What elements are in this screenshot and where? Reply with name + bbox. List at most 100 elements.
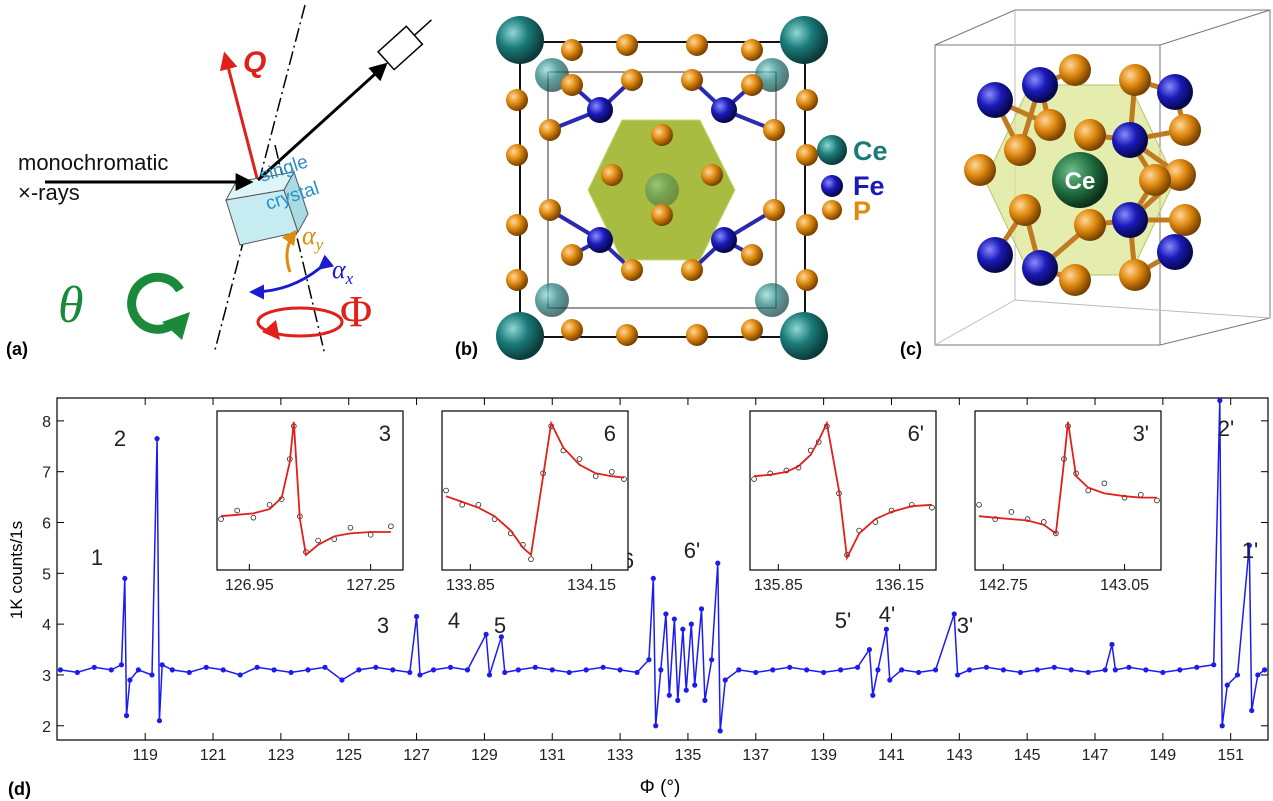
legend-label: P: [853, 196, 871, 226]
data-point: [1225, 683, 1230, 688]
fe-atom: [1157, 234, 1193, 270]
data-point: [533, 665, 538, 670]
center-label: Ce: [1065, 168, 1096, 195]
inset-x-tick-label: 133.85: [446, 577, 495, 594]
ce-atom: [535, 283, 569, 317]
ce-atom: [645, 173, 679, 207]
data-point: [339, 677, 344, 682]
data-point: [651, 576, 656, 581]
p-atom: [1034, 109, 1066, 141]
data-point: [238, 672, 243, 677]
p-atom: [686, 324, 708, 346]
data-point: [127, 677, 132, 682]
y-tick-label: 4: [42, 617, 51, 634]
data-point: [692, 683, 697, 688]
inset-x-tick-label: 134.15: [567, 577, 616, 594]
data-point: [1069, 667, 1074, 672]
p-atom: [561, 39, 583, 61]
p-atom: [1009, 194, 1041, 226]
x-tick-label: 131: [539, 747, 566, 764]
page: { "panel_a": {"label": "(a)", "q": "Q", …: [0, 0, 1273, 801]
inset-frame: [217, 411, 403, 570]
alpha-x-label: αx: [332, 255, 354, 288]
peak-label: 3': [957, 613, 973, 638]
data-point: [709, 657, 714, 662]
data-point: [448, 665, 453, 670]
inset-label: 3': [1133, 421, 1149, 446]
p-atom: [1059, 54, 1091, 86]
data-point: [601, 665, 606, 670]
x-tick-label: 147: [1082, 747, 1109, 764]
ce-atom: [496, 16, 544, 64]
data-point: [680, 627, 685, 632]
data-point: [1126, 665, 1131, 670]
alpha-y-label: αy: [302, 221, 324, 254]
data-point: [838, 667, 843, 672]
p-atom: [506, 89, 528, 111]
data-point: [1211, 662, 1216, 667]
data-point: [675, 698, 680, 703]
data-point: [92, 665, 97, 670]
data-point: [689, 622, 694, 627]
panel-a: Q monochromatic ×-rays single crystal αy…: [6, 5, 439, 359]
x-tick-label: 135: [675, 747, 702, 764]
p-atom: [651, 124, 673, 146]
data-point: [221, 667, 226, 672]
p-atom: [1074, 209, 1106, 241]
data-point: [634, 670, 639, 675]
data-point: [870, 693, 875, 698]
x-axis-label: Φ (°): [640, 777, 681, 798]
beam-label: monochromatic: [18, 150, 168, 175]
data-point: [955, 672, 960, 677]
data-point: [1109, 642, 1114, 647]
data-point: [804, 667, 809, 672]
data-point: [414, 614, 419, 619]
peak-label: 6': [684, 538, 700, 563]
data-point: [75, 670, 80, 675]
data-point: [122, 576, 127, 581]
p-atom: [796, 269, 818, 291]
data-point: [867, 647, 872, 652]
cell-edge: [1015, 300, 1270, 318]
y-tick-label: 8: [42, 414, 51, 431]
inset-x-tick-label: 126.95: [225, 577, 274, 594]
p-atom: [1169, 114, 1201, 146]
p-atom: [561, 319, 583, 341]
x-tick-label: 125: [335, 747, 362, 764]
data-point: [1217, 398, 1222, 403]
inset-x-tick-label: 135.85: [754, 577, 803, 594]
y-axis-label: 1K counts/1s: [7, 521, 26, 619]
p-atom: [621, 259, 643, 281]
p-atom: [686, 34, 708, 56]
data-point: [170, 667, 175, 672]
data-point: [653, 723, 658, 728]
inset-x-tick-label: 142.75: [979, 577, 1028, 594]
fe-atom: [711, 97, 737, 123]
data-point: [667, 693, 672, 698]
peak-label: 5: [494, 613, 506, 638]
p-atom: [741, 319, 763, 341]
x-tick-label: 139: [810, 747, 837, 764]
p-atom: [616, 324, 638, 346]
data-point: [723, 677, 728, 682]
inset-x-tick-label: 127.25: [346, 577, 395, 594]
fe-atom: [711, 227, 737, 253]
fe-atom: [1022, 67, 1058, 103]
legend-swatch: [821, 175, 843, 197]
ce-atom: [496, 312, 544, 360]
p-atom: [1119, 64, 1151, 96]
peak-label: 4: [448, 608, 460, 633]
peak-label: 4': [879, 602, 895, 627]
peak-label: 3: [377, 613, 389, 638]
p-atom: [1139, 164, 1171, 196]
theta-label: θ: [58, 277, 84, 334]
data-point: [884, 627, 889, 632]
x-tick-label: 127: [403, 747, 430, 764]
p-atom: [561, 74, 583, 96]
subscript: y: [314, 235, 324, 254]
p-atom: [964, 154, 996, 186]
panel-c: (c) Ce: [900, 10, 1270, 359]
x-tick-label: 123: [268, 747, 295, 764]
q-label: Q: [243, 46, 266, 79]
data-point: [1220, 723, 1225, 728]
